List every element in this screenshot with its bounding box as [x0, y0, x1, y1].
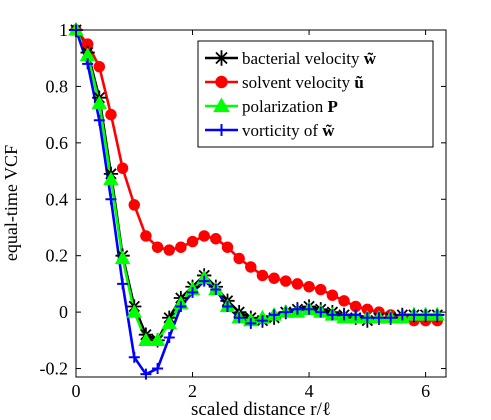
- data-point-1: [163, 244, 175, 256]
- data-point-1: [280, 275, 292, 287]
- data-point-1: [198, 230, 210, 242]
- x-tick-label: 4: [305, 381, 314, 401]
- data-point-2: [91, 95, 108, 110]
- data-point-3: [93, 114, 105, 126]
- data-point-3: [373, 312, 385, 324]
- data-point-3: [210, 284, 222, 296]
- data-point-1: [186, 235, 199, 248]
- data-point-1: [140, 230, 152, 242]
- data-point-3: [152, 363, 164, 375]
- data-point-3: [408, 309, 420, 321]
- y-tick-label: 0.4: [46, 189, 69, 209]
- x-tick-label: 0: [72, 381, 81, 401]
- data-point-3: [315, 306, 327, 318]
- data-point-3: [338, 309, 350, 321]
- data-point-3: [396, 309, 408, 321]
- data-point-1: [268, 272, 280, 284]
- data-point-1: [303, 280, 315, 293]
- data-point-3: [82, 58, 94, 70]
- data-point-3: [431, 309, 443, 321]
- data-point-3: [350, 309, 362, 321]
- y-tick-label: 0.6: [46, 133, 69, 153]
- legend-label-2: polarization P: [242, 97, 338, 116]
- data-point-1: [151, 241, 164, 253]
- legend-label-1: solvent velocity ũ: [242, 73, 364, 92]
- data-point-3: [280, 306, 292, 318]
- data-point-3: [361, 312, 373, 324]
- plot-frame: [75, 29, 447, 378]
- data-point-2: [103, 171, 119, 186]
- data-point-3: [385, 312, 397, 324]
- data-point-3: [268, 309, 280, 321]
- legend-marker-3: [215, 124, 228, 136]
- plot-markers: [68, 22, 445, 380]
- data-point-1: [116, 162, 129, 174]
- data-point-3: [187, 286, 199, 298]
- x-tick-label: 2: [188, 381, 197, 401]
- x-axis-label: scaled distance r/ℓ: [191, 399, 331, 420]
- data-point-3: [233, 312, 245, 324]
- data-point-1: [256, 269, 269, 282]
- data-point-3: [256, 315, 268, 327]
- data-point-2: [138, 332, 154, 346]
- data-point-1: [105, 108, 117, 121]
- y-tick-label: -0.2: [40, 359, 69, 379]
- data-point-3: [326, 309, 338, 321]
- data-point-2: [114, 250, 131, 265]
- data-point-3: [420, 309, 432, 321]
- data-point-3: [117, 278, 129, 290]
- data-point-2: [161, 315, 177, 330]
- y-axis-label: equal-time VCF: [1, 145, 21, 261]
- legend-marker-1: [215, 75, 228, 89]
- data-point-3: [163, 332, 175, 344]
- data-point-3: [105, 193, 117, 205]
- tick-labels: 0 2 4 610.80.60.40.20-0.2: [40, 20, 431, 401]
- data-point-1: [326, 289, 339, 301]
- data-point-1: [314, 283, 327, 296]
- data-point-2: [149, 332, 166, 346]
- legend-label-0: bacterial velocity w̃: [242, 49, 377, 68]
- y-tick-label: 0: [59, 302, 68, 322]
- data-point-1: [210, 233, 222, 245]
- data-point-1: [221, 241, 234, 253]
- data-point-1: [233, 252, 245, 265]
- legend-entries: bacterial velocity w̃ solvent velocity ũ p…: [205, 49, 377, 140]
- data-point-3: [175, 300, 187, 312]
- data-point-3: [291, 303, 303, 315]
- data-point-1: [93, 60, 106, 73]
- axis-ticks: [75, 29, 446, 377]
- legend: bacterial velocity w̃ solvent velocity ũ p…: [197, 40, 434, 148]
- data-point-1: [245, 261, 257, 273]
- data-point-3: [140, 368, 152, 380]
- legend-label-3: vorticity of w̃: [242, 121, 335, 140]
- data-point-3: [128, 351, 140, 363]
- y-tick-label: 0.2: [46, 246, 69, 266]
- data-point-1: [291, 278, 304, 290]
- y-tick-label: 1: [59, 20, 68, 40]
- data-point-2: [126, 304, 143, 318]
- data-point-1: [128, 199, 140, 211]
- data-point-1: [338, 295, 350, 307]
- data-point-3: [303, 303, 315, 315]
- data-point-1: [175, 241, 187, 253]
- legend-marker-0: [213, 50, 230, 66]
- x-tick-label: 6: [421, 381, 430, 401]
- data-point-3: [221, 300, 233, 312]
- legend-marker-2: [213, 97, 230, 113]
- data-point-3: [245, 317, 257, 329]
- y-tick-label: 0.8: [46, 76, 69, 96]
- data-point-3: [198, 275, 210, 287]
